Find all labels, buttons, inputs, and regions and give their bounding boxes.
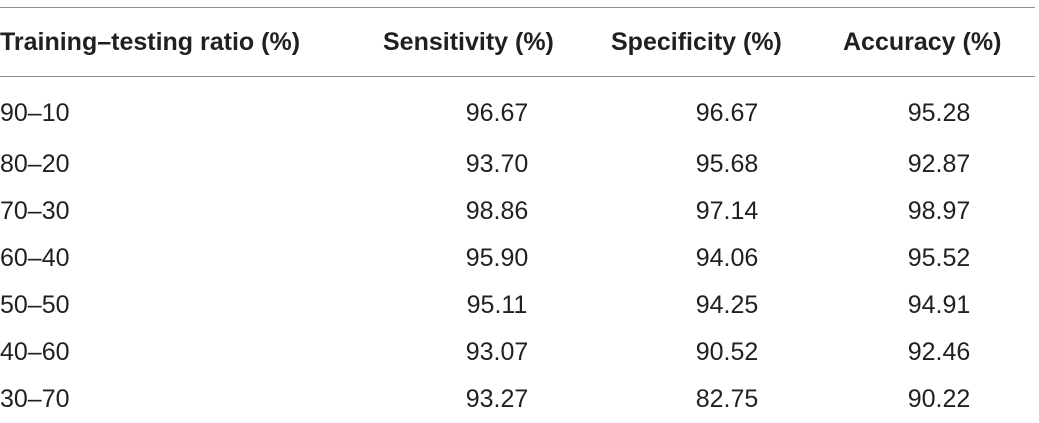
cell-accuracy: 98.97 [843,188,1035,235]
table-row: 40–60 93.07 90.52 92.46 [0,329,1035,376]
cell-sensitivity: 93.07 [383,329,611,376]
cell-specificity: 94.25 [611,282,843,329]
table-header: Training–testing ratio (%) Sensitivity (… [0,8,1035,77]
table-row: 60–40 95.90 94.06 95.52 [0,235,1035,282]
cell-sensitivity: 93.27 [383,376,611,423]
cell-specificity: 90.52 [611,329,843,376]
cell-specificity: 97.14 [611,188,843,235]
table-body: 90–10 96.67 96.67 95.28 80–20 93.70 95.6… [0,77,1035,423]
cell-ratio: 80–20 [0,141,383,188]
results-table-container: Training–testing ratio (%) Sensitivity (… [0,0,1039,412]
table-row: 90–10 96.67 96.67 95.28 [0,77,1035,142]
cell-specificity: 96.67 [611,77,843,142]
cell-sensitivity: 95.11 [383,282,611,329]
cell-accuracy: 95.52 [843,235,1035,282]
cell-specificity: 94.06 [611,235,843,282]
header-sensitivity: Sensitivity (%) [383,8,611,77]
cell-ratio: 70–30 [0,188,383,235]
table-row: 50–50 95.11 94.25 94.91 [0,282,1035,329]
header-accuracy: Accuracy (%) [843,8,1035,77]
cell-specificity: 82.75 [611,376,843,423]
cell-accuracy: 94.91 [843,282,1035,329]
header-row: Training–testing ratio (%) Sensitivity (… [0,8,1035,77]
cell-sensitivity: 98.86 [383,188,611,235]
cell-ratio: 90–10 [0,77,383,142]
cell-ratio: 40–60 [0,329,383,376]
table-row: 70–30 98.86 97.14 98.97 [0,188,1035,235]
cell-ratio: 60–40 [0,235,383,282]
header-training-testing-ratio: Training–testing ratio (%) [0,8,383,77]
cell-sensitivity: 95.90 [383,235,611,282]
cell-sensitivity: 96.67 [383,77,611,142]
cell-specificity: 95.68 [611,141,843,188]
header-specificity: Specificity (%) [611,8,843,77]
cell-accuracy: 90.22 [843,376,1035,423]
cell-accuracy: 92.87 [843,141,1035,188]
cell-ratio: 50–50 [0,282,383,329]
table-row: 30–70 93.27 82.75 90.22 [0,376,1035,423]
cell-accuracy: 95.28 [843,77,1035,142]
cell-accuracy: 92.46 [843,329,1035,376]
cell-ratio: 30–70 [0,376,383,423]
results-table: Training–testing ratio (%) Sensitivity (… [0,7,1035,423]
cell-sensitivity: 93.70 [383,141,611,188]
table-row: 80–20 93.70 95.68 92.87 [0,141,1035,188]
